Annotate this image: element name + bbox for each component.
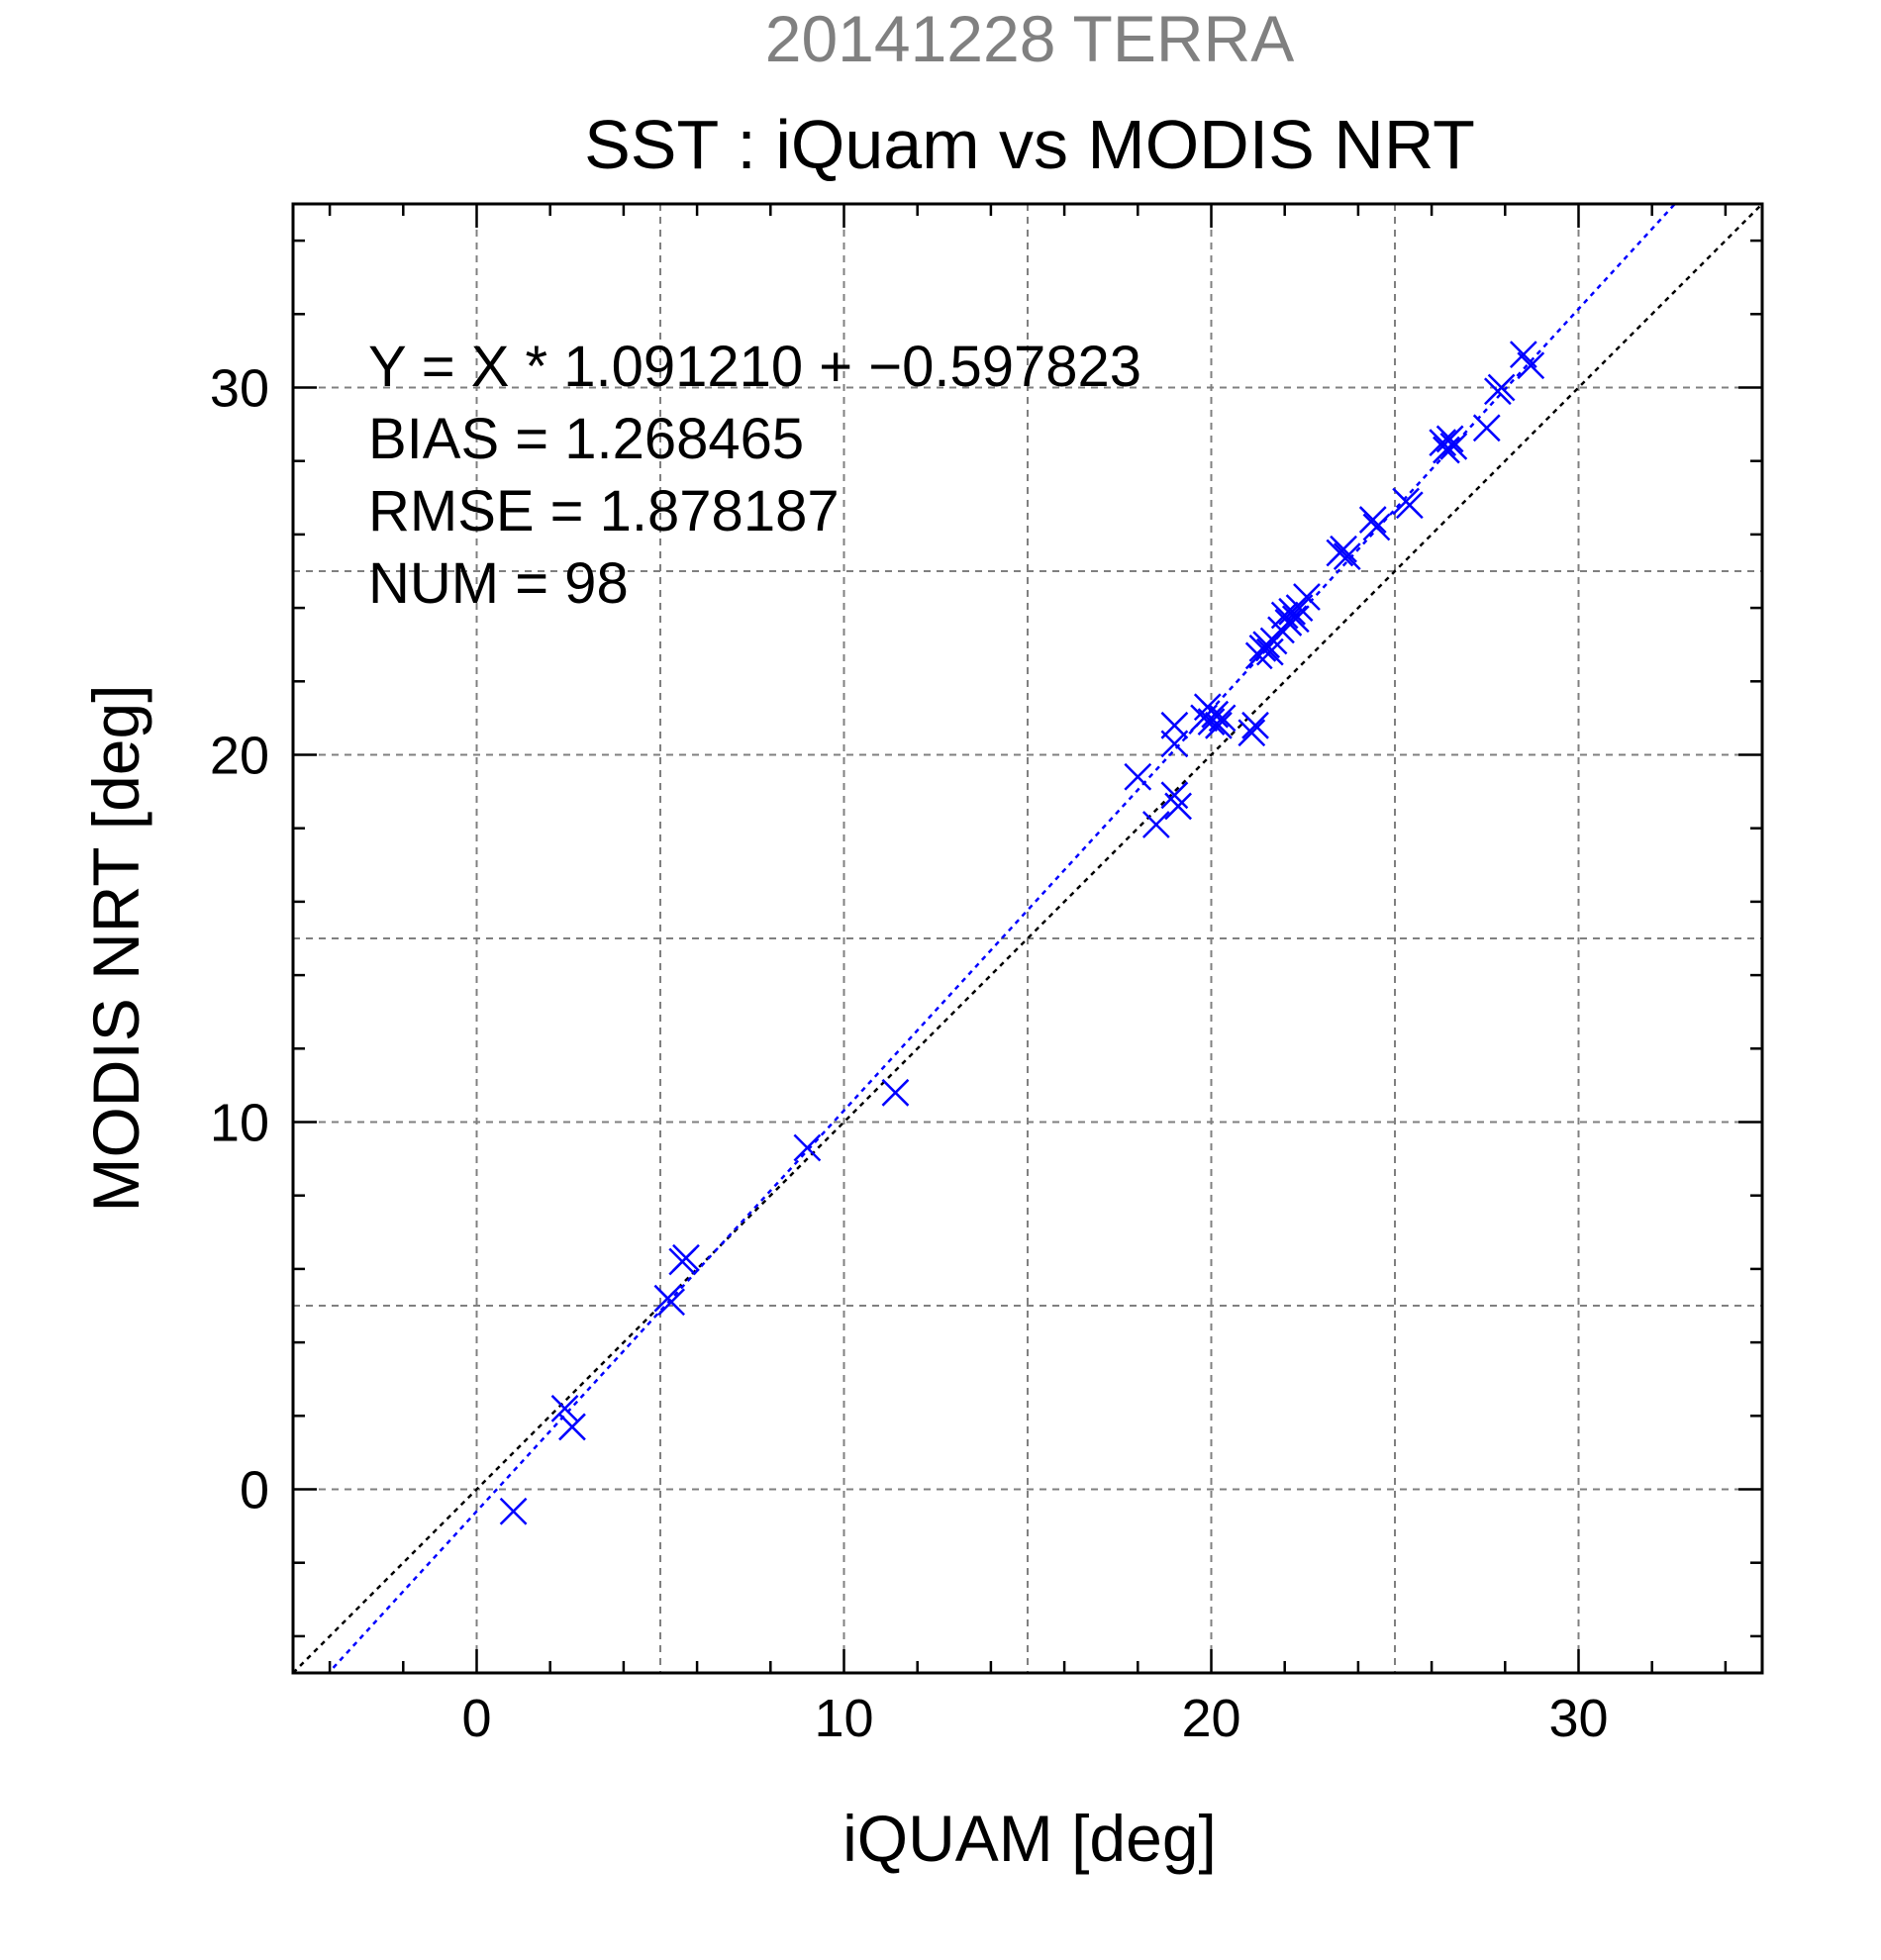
stats-annotation-line: Y = X * 1.091210 + −0.597823 <box>368 335 1141 399</box>
x-tick-label: 0 <box>461 1689 491 1748</box>
y-tick-label: 30 <box>210 359 269 419</box>
data-point-stroke <box>672 1243 700 1272</box>
y-tick-label: 20 <box>210 727 269 786</box>
data-point <box>672 1243 700 1272</box>
data-point <box>1197 708 1226 735</box>
data-point-stroke <box>1238 719 1266 747</box>
data-point-stroke <box>1274 609 1303 637</box>
data-point <box>1439 432 1468 460</box>
data-point <box>1330 535 1357 563</box>
data-point-stroke <box>1281 605 1310 634</box>
data-point-stroke <box>1270 601 1299 630</box>
data-point <box>1208 704 1237 733</box>
data-points <box>499 341 1545 1525</box>
data-point <box>1270 601 1299 630</box>
data-point <box>1436 425 1464 453</box>
data-point-stroke <box>499 1497 528 1525</box>
data-point-stroke <box>1293 583 1321 611</box>
data-point <box>1241 711 1269 739</box>
data-point-stroke <box>1439 432 1468 460</box>
data-point <box>1487 373 1516 402</box>
data-point <box>1201 700 1230 729</box>
data-point-stroke <box>1487 373 1516 402</box>
data-point <box>881 1078 910 1107</box>
data-point-stroke <box>1358 506 1387 534</box>
data-point <box>1433 436 1460 464</box>
reference-lines <box>293 204 1762 1673</box>
data-point <box>1472 414 1501 442</box>
data-point-stroke <box>1197 708 1226 735</box>
data-point-stroke <box>1241 711 1269 739</box>
plot-frame <box>291 202 1764 1675</box>
data-point-stroke <box>1362 513 1391 541</box>
data-point-stroke <box>1395 491 1424 520</box>
regression-line <box>327 204 1677 1673</box>
data-point-stroke <box>1164 792 1192 821</box>
data-point <box>1141 811 1170 838</box>
data-point-stroke <box>1205 711 1233 739</box>
data-point <box>1517 351 1545 380</box>
data-point <box>1429 429 1457 457</box>
chart-title: SST : iQuam vs MODIS NRT <box>584 106 1475 183</box>
data-point <box>657 1288 686 1317</box>
data-point-stroke <box>1429 429 1457 457</box>
x-tick-label: 20 <box>1181 1689 1240 1748</box>
stats-annotation: Y = X * 1.091210 + −0.597823 BIAS = 1.268… <box>368 335 1141 616</box>
stats-annotation-line: BIAS = 1.268465 <box>368 407 804 471</box>
data-point <box>1362 513 1391 541</box>
data-point <box>1333 542 1361 571</box>
y-tick-label: 0 <box>240 1461 269 1520</box>
data-point-stroke <box>1333 542 1361 571</box>
data-point <box>1160 711 1189 739</box>
data-point-stroke <box>1255 637 1284 666</box>
data-point-stroke <box>1208 704 1237 733</box>
x-tick-label: 30 <box>1548 1689 1608 1748</box>
data-point-stroke <box>1433 436 1460 464</box>
data-point <box>1255 637 1284 666</box>
data-point-stroke <box>657 1288 686 1317</box>
data-point <box>1238 719 1266 747</box>
data-point-stroke <box>1201 700 1230 729</box>
data-point <box>1358 506 1387 534</box>
data-point-stroke <box>793 1133 822 1162</box>
data-point <box>499 1497 528 1525</box>
data-point-stroke <box>1330 535 1357 563</box>
stats-annotation-line: NUM = 98 <box>368 551 629 616</box>
y-tick-label: 10 <box>210 1094 269 1153</box>
data-point <box>1164 792 1192 821</box>
y-tick-labels: 0 10 20 30 <box>210 359 269 1520</box>
data-point-stroke <box>1160 781 1189 810</box>
y-axis-label: MODIS NRT [deg] <box>79 684 152 1212</box>
data-point <box>1205 711 1233 739</box>
x-axis-label: iQUAM [deg] <box>842 1802 1217 1875</box>
data-point-stroke <box>1160 711 1189 739</box>
data-point <box>1124 762 1152 791</box>
data-point <box>550 1394 579 1422</box>
data-point <box>1395 491 1424 520</box>
data-point <box>793 1133 822 1162</box>
chart-supertitle: 20141228 TERRA <box>765 2 1294 75</box>
data-point-stroke <box>1141 811 1170 838</box>
x-tick-label: 10 <box>814 1689 873 1748</box>
x-tick-labels: 0 10 20 30 <box>461 1689 1608 1748</box>
axis-ticks <box>293 204 1762 1673</box>
data-point-stroke <box>550 1394 579 1422</box>
data-point-stroke <box>1472 414 1501 442</box>
grid-lines <box>293 204 1762 1673</box>
data-point <box>1281 605 1310 634</box>
data-point-stroke <box>881 1078 910 1107</box>
data-point <box>558 1413 586 1441</box>
data-point-stroke <box>1509 341 1537 368</box>
data-point <box>1274 609 1303 637</box>
data-point <box>1160 781 1189 810</box>
stats-annotation-line: RMSE = 1.878187 <box>368 479 840 543</box>
data-point-stroke <box>1436 425 1464 453</box>
data-point-stroke <box>1124 762 1152 791</box>
data-point-stroke <box>558 1413 586 1441</box>
data-point-stroke <box>1517 351 1545 380</box>
data-point <box>1293 583 1321 611</box>
